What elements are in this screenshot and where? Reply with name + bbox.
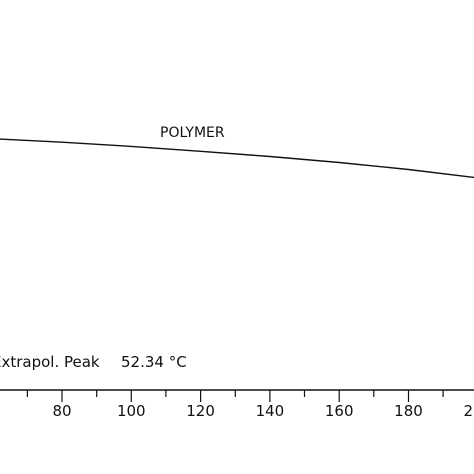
x-ticks [26,390,444,402]
x-tick-label: 120 [186,402,215,420]
annotation-label: Extrapol. Peak [0,353,100,371]
x-tick-label: 200 [463,402,474,420]
x-axis: 40 80 100 120 140 160 180 200 [0,389,474,420]
x-tick-label: 100 [117,402,146,420]
x-tick-label: 160 [325,402,354,420]
series-label-polymer: POLYMER [160,125,225,141]
annotation-value: 52.34 °C [121,353,187,371]
x-tick-label: 40 [0,402,1,420]
x-tick-label: 80 [52,402,71,420]
x-tick-labels: 40 80 100 120 140 160 180 200 [0,402,474,420]
series-line-polymer [0,138,474,179]
plot-area: POLYMER Extrapol. Peak 52.34 °C [0,125,474,371]
x-tick-label: 180 [394,402,423,420]
x-tick-label: 140 [256,402,285,420]
